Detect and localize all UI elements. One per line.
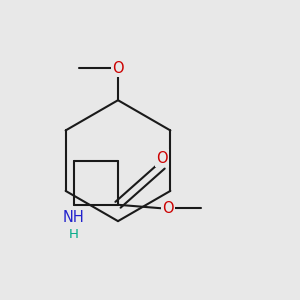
Text: H: H bbox=[69, 227, 79, 241]
Text: O: O bbox=[156, 151, 168, 166]
Text: NH: NH bbox=[63, 211, 85, 226]
Text: O: O bbox=[162, 201, 174, 216]
Text: O: O bbox=[112, 61, 124, 76]
